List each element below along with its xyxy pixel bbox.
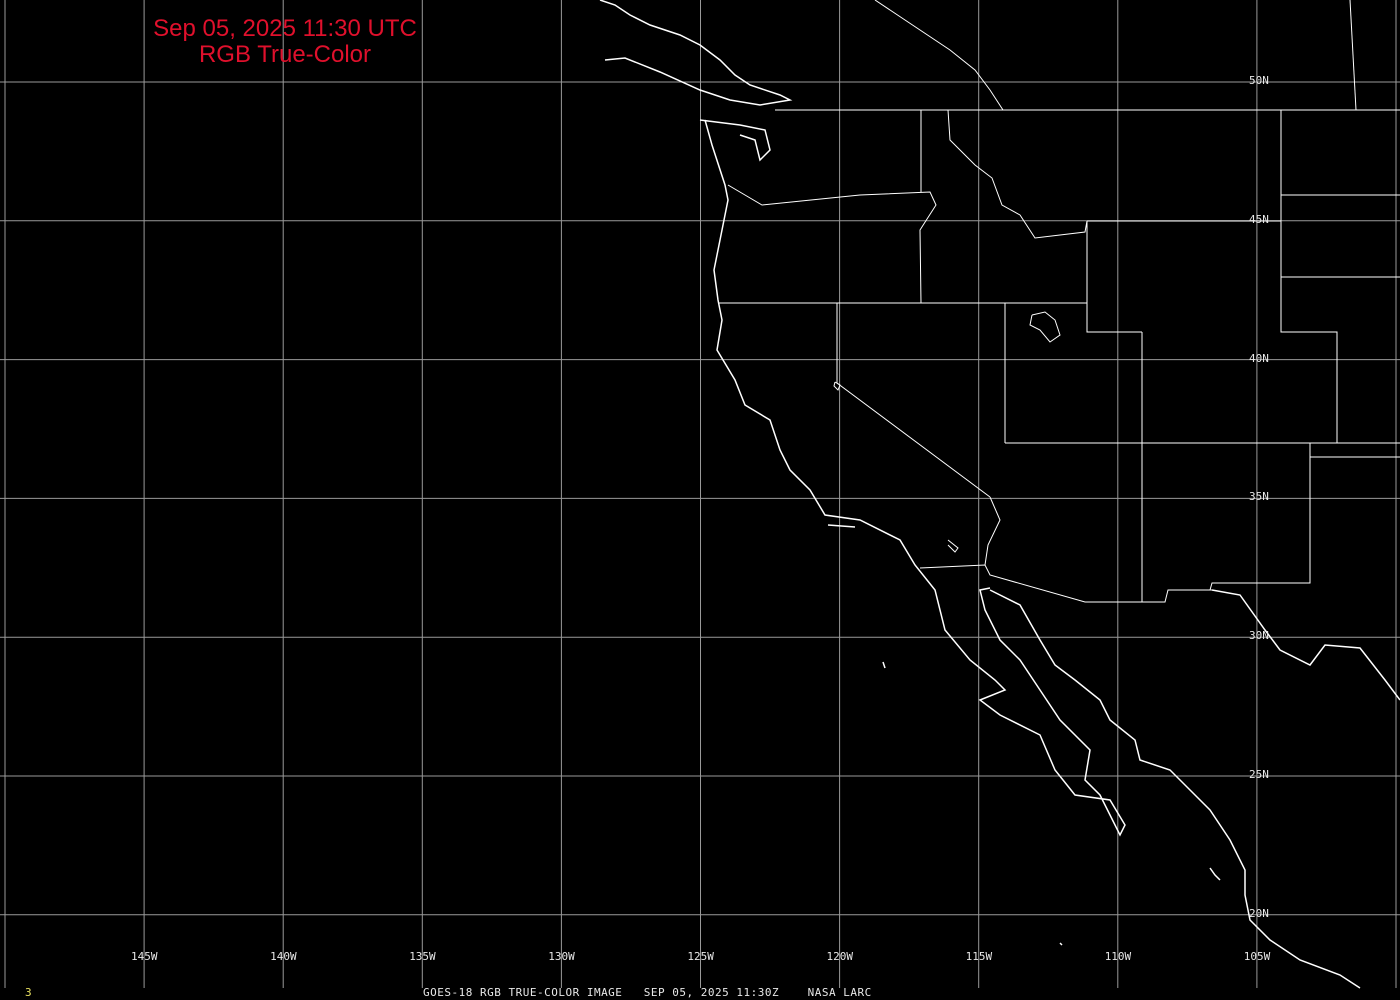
- latitude-label: 40N: [1249, 351, 1269, 365]
- revillagigedo-islands: [1059, 942, 1063, 946]
- latitude-label: 30N: [1249, 629, 1269, 643]
- image-caption: GOES-18 RGB TRUE-COLOR IMAGE SEP 05, 202…: [423, 986, 872, 999]
- us-mexico-border: [919, 564, 1212, 603]
- latitude-label: 35N: [1249, 490, 1269, 504]
- nv-az-border: [984, 496, 1001, 566]
- wa-or-border: [727, 184, 937, 304]
- dakotas-west-border: [1280, 110, 1338, 443]
- coastlines: [599, 0, 1400, 989]
- longitude-label: 130W: [548, 950, 575, 963]
- salton-sea: [947, 539, 959, 553]
- guadalupe-island: [882, 661, 886, 669]
- longitude-label: 145W: [131, 950, 158, 963]
- west-coast: [704, 119, 1126, 837]
- puget-sound-coast: [699, 119, 771, 162]
- alberta-sask-border: [1349, 0, 1357, 111]
- vancouver-island-coast: [599, 0, 793, 106]
- longitude-label: 135W: [409, 950, 436, 963]
- lake-tahoe: [833, 381, 841, 391]
- latitude-label: 45N: [1249, 212, 1269, 226]
- longitude-label: 140W: [270, 950, 297, 963]
- political-boundaries: [718, 0, 1400, 603]
- channel-islands: [827, 524, 856, 528]
- longitude-label: 125W: [687, 950, 714, 963]
- map-title-product: RGB True-Color: [198, 41, 372, 68]
- tres-marias-islands: [1209, 867, 1221, 881]
- map-title-datetime: Sep 05, 2025 11:30 UTC: [153, 15, 417, 42]
- longitude-label: 105W: [1243, 950, 1271, 963]
- latitude-label: 25N: [1249, 768, 1269, 781]
- longitude-label: 110W: [1104, 950, 1132, 963]
- texas-border: [1209, 443, 1311, 591]
- mexico-mainland-coast: [989, 589, 1361, 989]
- frame-number: 3: [25, 986, 33, 999]
- bc-alberta-border: [874, 0, 1004, 111]
- latitude-label: 20N: [1249, 906, 1269, 920]
- idaho-montana-border: [947, 109, 1088, 239]
- wyoming-west-border: [1086, 221, 1142, 333]
- great-salt-lake: [1029, 311, 1061, 343]
- mexico-gulf-coast: [1211, 589, 1400, 701]
- ca-nv-border: [836, 303, 991, 498]
- latitude-label: 50N: [1249, 74, 1269, 87]
- longitude-label: 115W: [965, 950, 993, 963]
- longitude-label: 120W: [826, 950, 854, 963]
